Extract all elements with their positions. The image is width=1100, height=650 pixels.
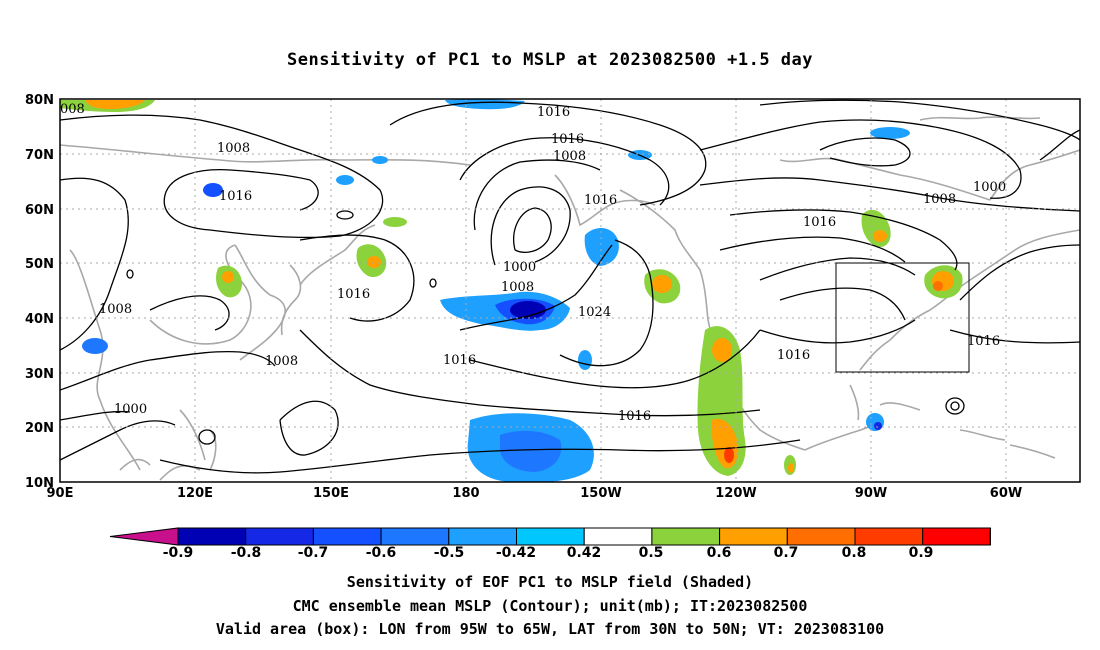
colorbar-swatch bbox=[854, 527, 924, 546]
contour-label: 1016 bbox=[443, 353, 476, 368]
colorbar-label: -0.8 bbox=[231, 545, 262, 561]
colorbar-label: 0.5 bbox=[639, 545, 664, 561]
contour-label: 1016 bbox=[803, 215, 836, 230]
lon-tick-label: 60W bbox=[990, 486, 1022, 501]
lon-axis: 90E 120E 150E 180 150W 120W 90W 60W bbox=[47, 486, 1023, 501]
valid-area-box bbox=[835, 262, 970, 373]
colorbar-swatch bbox=[312, 527, 382, 546]
colorbar bbox=[109, 527, 991, 546]
contour-label: 1016 bbox=[551, 132, 584, 147]
lon-tick-label: 120W bbox=[715, 486, 756, 501]
colorbar-end-triangle bbox=[109, 527, 179, 546]
caption-valid-area: Valid area (box): LON from 95W to 65W, L… bbox=[215, 620, 885, 638]
contour-label: 1016 bbox=[537, 105, 570, 120]
colorbar-label: -0.7 bbox=[298, 545, 329, 561]
contour-label: 008 bbox=[60, 102, 85, 117]
colorbar-label: 0.6 bbox=[707, 545, 732, 561]
lon-tick-label: 90W bbox=[855, 486, 887, 501]
colorbar-swatch bbox=[583, 527, 653, 546]
lon-tick-label: 180 bbox=[452, 486, 479, 501]
lat-tick-label: 70N bbox=[25, 148, 54, 163]
contour-label: 1016 bbox=[584, 193, 617, 208]
lat-tick-label: 10N bbox=[25, 476, 54, 491]
colorbar-swatch bbox=[786, 527, 856, 546]
sensitivity-shading bbox=[60, 99, 963, 482]
colorbar-swatch bbox=[380, 527, 450, 546]
contour-label: 1016 bbox=[219, 189, 252, 204]
contour-label-group: 008 1008 1016 1016 1008 1016 1016 1000 1… bbox=[60, 102, 1006, 424]
contour-label: 1008 bbox=[553, 149, 586, 164]
contour-label: 1008 bbox=[923, 192, 956, 207]
contour-label: 1016 bbox=[618, 409, 651, 424]
colorbar-label: -0.9 bbox=[163, 545, 194, 561]
contour-label: 1008 bbox=[99, 302, 132, 317]
lon-tick-label: 120E bbox=[177, 486, 213, 501]
colorbar-label: -0.5 bbox=[434, 545, 465, 561]
contour-label: 1008 bbox=[217, 141, 250, 156]
contour-label: 1000 bbox=[503, 260, 536, 275]
colorbar-labels: -0.9 -0.8 -0.7 -0.6 -0.5 -0.42 0.42 0.5 … bbox=[163, 545, 934, 561]
colorbar-label: 0.9 bbox=[909, 545, 934, 561]
mslp-contours bbox=[60, 99, 1080, 474]
colorbar-label: 0.42 bbox=[567, 545, 602, 561]
lat-axis: 80N 70N 60N 50N 40N 30N 20N 10N bbox=[25, 93, 54, 491]
colorbar-label: -0.6 bbox=[366, 545, 397, 561]
lat-tick-label: 50N bbox=[25, 257, 54, 272]
contour-label: 1024 bbox=[578, 305, 611, 320]
lon-tick-label: 150W bbox=[580, 486, 621, 501]
contour-label: 1016 bbox=[337, 287, 370, 302]
map-title: Sensitivity of PC1 to MSLP at 2023082500… bbox=[286, 50, 813, 70]
caption-contour: CMC ensemble mean MSLP (Contour); unit(m… bbox=[292, 597, 808, 615]
colorbar-swatch bbox=[719, 527, 788, 546]
colorbar-swatch bbox=[516, 527, 585, 546]
colorbar-swatch bbox=[177, 527, 247, 546]
contour-label: 1000 bbox=[973, 180, 1006, 195]
colorbar-swatch bbox=[448, 527, 517, 546]
contour-label: 1016 bbox=[777, 348, 810, 363]
lat-tick-label: 30N bbox=[25, 367, 54, 382]
colorbar-swatch bbox=[651, 527, 721, 546]
lon-tick-label: 150E bbox=[313, 486, 349, 501]
contour-label: 1016 bbox=[967, 334, 1000, 349]
colorbar-label: -0.42 bbox=[496, 545, 536, 561]
contour-label: 1000 bbox=[114, 402, 147, 417]
lat-tick-label: 40N bbox=[25, 312, 54, 327]
colorbar-label: 0.8 bbox=[842, 545, 867, 561]
colorbar-swatch bbox=[922, 527, 991, 546]
lat-tick-label: 80N bbox=[25, 93, 54, 108]
lat-tick-label: 20N bbox=[25, 421, 54, 436]
gridlines bbox=[60, 99, 1080, 482]
contour-label: 1008 bbox=[501, 280, 534, 295]
colorbar-label: 0.7 bbox=[774, 545, 799, 561]
map-frame bbox=[59, 98, 1081, 483]
colorbar-swatch bbox=[245, 527, 314, 546]
contour-label: 1008 bbox=[265, 354, 298, 369]
lon-tick-label: 90E bbox=[47, 486, 74, 501]
caption-shaded: Sensitivity of EOF PC1 to MSLP field (Sh… bbox=[346, 573, 754, 591]
lat-tick-label: 60N bbox=[25, 203, 54, 218]
